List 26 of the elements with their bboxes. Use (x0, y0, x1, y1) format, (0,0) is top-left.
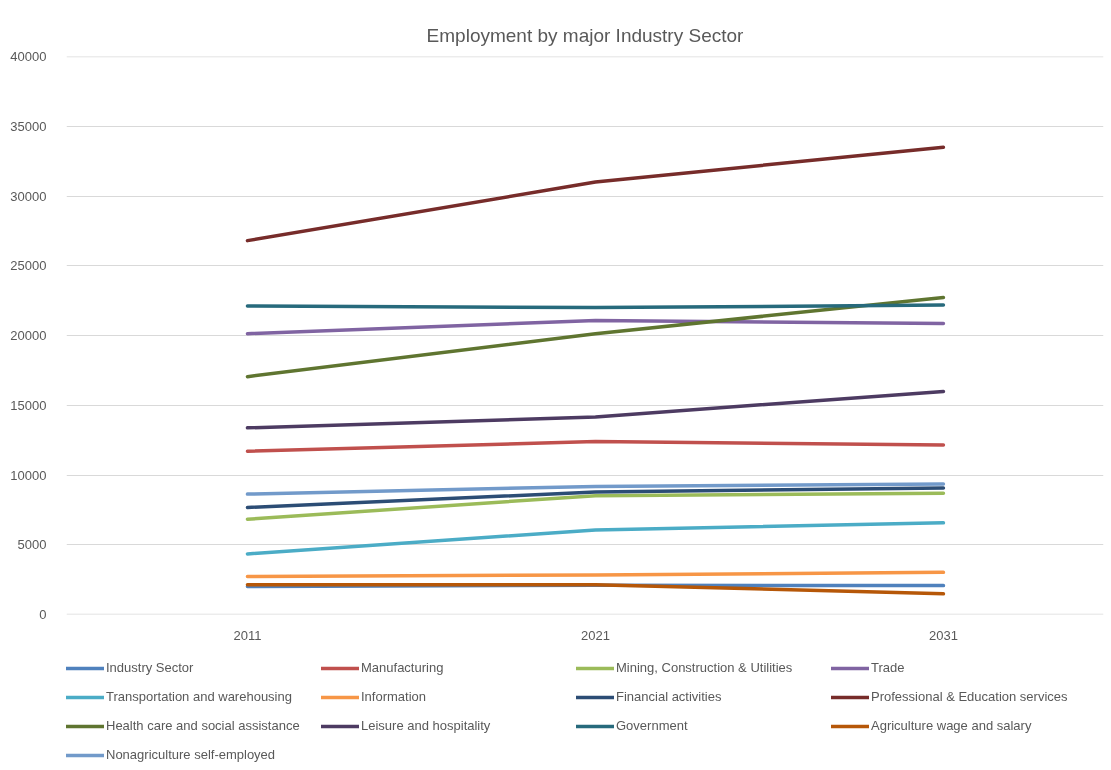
y-tick-label: 0 (39, 607, 47, 622)
legend-label: Government (616, 718, 689, 733)
legend-label: Professional & Education services (871, 689, 1069, 704)
x-tick-label: 2031 (928, 627, 958, 643)
legend-label: Information (361, 689, 428, 704)
y-tick-label: 15000 (10, 397, 47, 413)
legend-label: Health care and social assistance (106, 718, 301, 733)
legend-label: Mining, Construction & Utilities (616, 660, 794, 675)
legend-label: Transportation and warehousing (106, 689, 293, 704)
y-tick-label: 30000 (10, 188, 47, 204)
legend-label: Agriculture wage and salary (871, 718, 1033, 733)
legend-label: Nonagriculture self-employed (106, 747, 277, 762)
legend-label: Leisure and hospitality (361, 718, 492, 733)
y-tick-label: 25000 (10, 258, 47, 274)
chart-title: Employment by major Industry Sector (426, 24, 745, 46)
legend-label: Financial activities (616, 689, 723, 704)
legend-label: Manufacturing (361, 660, 445, 675)
x-tick-label: 2011 (233, 627, 262, 643)
y-tick-label: 40000 (10, 49, 47, 64)
legend-label: Industry Sector (106, 660, 195, 675)
x-tick-label: 2021 (580, 627, 610, 643)
y-tick-label: 5000 (17, 537, 47, 553)
y-tick-label: 35000 (10, 118, 47, 134)
legend-label: Trade (871, 660, 906, 675)
y-tick-label: 10000 (10, 467, 47, 483)
y-tick-label: 20000 (10, 328, 47, 343)
